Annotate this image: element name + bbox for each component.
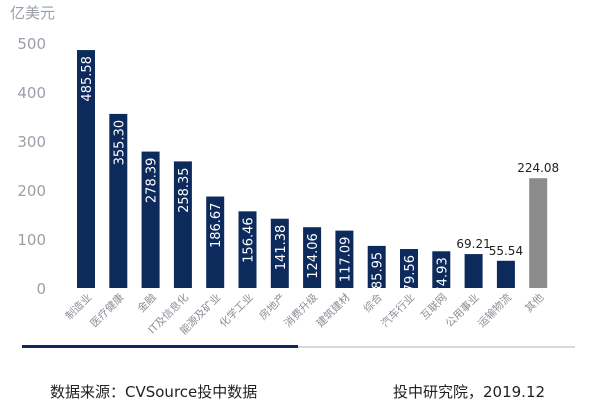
x-tick-label: 金融 <box>135 291 159 315</box>
bar <box>303 227 322 288</box>
bar <box>464 254 483 288</box>
bar-chart: 0 100 200 300 400 500 485.58 制造业 355.30 医疗健康 278.3… <box>17 35 559 337</box>
bar <box>141 151 160 288</box>
x-tick-label: 制造业 <box>63 291 94 322</box>
x-tick-label: 建筑建材 <box>314 291 353 330</box>
bar <box>206 196 225 288</box>
data-label: 55.54 <box>489 244 523 258</box>
x-tick-label: 其他 <box>522 291 546 315</box>
bar <box>77 50 95 289</box>
x-tick-label: 医疗健康 <box>88 291 127 330</box>
source-note: 数据来源：CVSource投中数据 <box>50 383 258 401</box>
bar <box>270 218 289 288</box>
bar <box>367 245 386 288</box>
data-label: 85.95 <box>371 252 386 289</box>
x-tick-label: 汽车行业 <box>378 291 417 330</box>
x-tick-label: 化学工业 <box>217 291 256 330</box>
data-label: 186.67 <box>209 203 224 249</box>
y-tick-label: 500 <box>17 35 46 53</box>
x-tick-label: 运输物流 <box>475 291 514 330</box>
y-tick-label: 300 <box>17 133 46 151</box>
data-label: 69.21 <box>456 237 490 251</box>
y-axis-unit: 亿美元 <box>10 4 56 22</box>
data-label: 117.09 <box>338 237 353 283</box>
y-tick-label: 100 <box>17 231 46 249</box>
bar <box>432 251 451 288</box>
y-tick-label: 400 <box>17 84 46 102</box>
data-label: 74.93 <box>435 257 450 294</box>
bar <box>529 178 548 288</box>
bar <box>109 113 128 288</box>
x-tick-label: 综合 <box>361 291 385 315</box>
data-label: 141.38 <box>274 225 289 271</box>
x-tick-label: 消费升级 <box>281 291 320 330</box>
data-label: 156.46 <box>242 217 257 263</box>
data-label: 79.56 <box>403 255 418 292</box>
bar <box>496 260 515 288</box>
bar <box>238 211 257 288</box>
bar <box>173 161 192 288</box>
data-label: 355.30 <box>112 120 127 166</box>
data-label: 258.35 <box>177 167 192 213</box>
x-tick-label: 公用事业 <box>443 291 482 330</box>
y-tick-label: 0 <box>36 280 46 298</box>
bar <box>335 230 354 288</box>
data-label: 278.39 <box>145 158 160 204</box>
bar <box>400 249 418 288</box>
credit-note: 投中研究院，2019.12 <box>393 383 546 401</box>
data-label: 124.06 <box>306 233 321 279</box>
x-tick-label: 互联网 <box>419 292 450 323</box>
divider-accent <box>22 345 298 348</box>
divider-line <box>298 346 575 348</box>
data-label: 224.08 <box>517 161 559 175</box>
y-tick-label: 200 <box>17 182 46 200</box>
data-label: 485.58 <box>80 56 95 101</box>
x-tick-label: 房地产 <box>256 291 287 322</box>
